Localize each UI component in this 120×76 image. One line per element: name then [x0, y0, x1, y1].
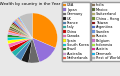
Wedge shape [21, 38, 32, 63]
Wedge shape [8, 38, 32, 44]
Wedge shape [15, 38, 32, 60]
Wedge shape [12, 38, 32, 56]
Wedge shape [12, 22, 32, 38]
Wedge shape [18, 17, 32, 38]
Legend: USA, Japan, Germany, UK, France, Italy, China, Canada, Spain, South Korea, Brazi: USA, Japan, Germany, UK, France, Italy, … [62, 2, 90, 61]
Wedge shape [19, 13, 32, 38]
Wedge shape [8, 30, 32, 38]
Legend: India, Mexico, Switzerland, China - Hong Kong, Taiwan, Argentina, Sweden, Russia: India, Mexico, Switzerland, China - Hong… [91, 2, 120, 61]
Wedge shape [7, 34, 32, 38]
Wedge shape [11, 23, 32, 38]
Wedge shape [18, 17, 32, 38]
Wedge shape [9, 28, 32, 38]
Text: World Distribution of Wealth by country in the Year 2000 (exchange rates): World Distribution of Wealth by country … [0, 2, 108, 6]
Wedge shape [10, 25, 32, 38]
Wedge shape [14, 20, 32, 38]
Wedge shape [13, 21, 32, 38]
Wedge shape [17, 18, 32, 38]
Wedge shape [7, 37, 32, 40]
Wedge shape [28, 38, 39, 63]
Wedge shape [32, 38, 55, 62]
Wedge shape [15, 19, 32, 38]
Wedge shape [10, 26, 32, 38]
Wedge shape [8, 32, 32, 38]
Wedge shape [9, 38, 32, 52]
Wedge shape [16, 19, 32, 38]
Wedge shape [32, 13, 57, 48]
Wedge shape [8, 38, 32, 48]
